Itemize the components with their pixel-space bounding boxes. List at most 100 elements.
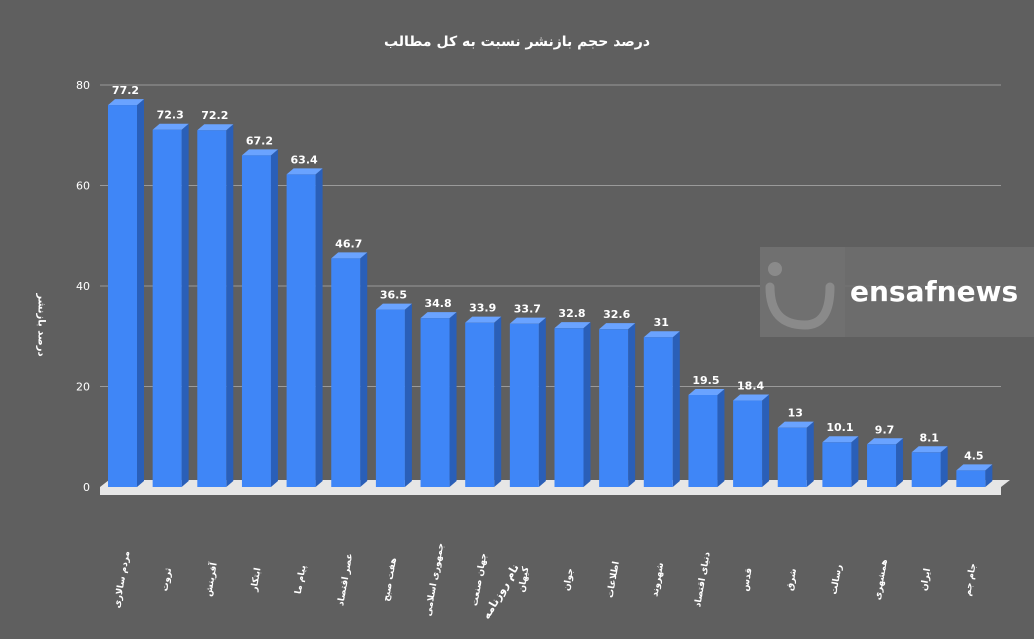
data-label: 67.2 (246, 134, 273, 147)
bar (420, 318, 450, 487)
bar-top (733, 394, 770, 401)
bar-top (108, 99, 144, 106)
x-tick-label: جمهوری اسلامی (424, 542, 447, 617)
data-label: 63.4 (291, 153, 318, 166)
bar-side (226, 124, 234, 487)
chart-title: درصد حجم بازنشر نسبت به کل مطالب (383, 34, 651, 50)
x-tick-label: آفرینش (202, 561, 220, 598)
data-label: 72.2 (201, 109, 228, 122)
data-label: 9.7 (875, 423, 895, 436)
data-label: 31 (654, 316, 669, 329)
bar (331, 258, 361, 487)
bar-top (911, 446, 948, 453)
y-tick-label: 60 (76, 180, 90, 193)
bar (956, 470, 986, 487)
data-label: 10.1 (826, 421, 853, 434)
bar-top (152, 123, 189, 130)
bar-top (599, 323, 636, 330)
bar-side (137, 99, 144, 487)
bar-side (404, 303, 412, 487)
bar-top (867, 438, 904, 445)
x-tick-label: اطلاعات (606, 561, 622, 599)
watermark: ensafnews (760, 247, 1034, 337)
bar (822, 442, 852, 487)
data-label: 18.4 (737, 380, 764, 393)
data-label: 8.1 (919, 431, 939, 444)
bar-side (940, 446, 948, 487)
bar-side (583, 322, 591, 487)
bar-side (494, 316, 502, 487)
y-tick-label: 20 (76, 381, 90, 394)
bar (286, 174, 316, 488)
bar-top (465, 316, 502, 323)
bar-top (688, 389, 725, 396)
bar (197, 130, 227, 487)
bar-side (806, 421, 814, 487)
watermark-logo-icon (760, 247, 845, 337)
data-label: 33.7 (514, 303, 541, 316)
bar (509, 323, 539, 487)
bar (777, 427, 807, 487)
data-label: 34.8 (424, 297, 451, 310)
x-tick-label: جوان (562, 568, 576, 592)
data-label: 32.8 (558, 307, 585, 320)
data-label: 46.7 (335, 237, 362, 250)
x-tick-label: عصر اقتصاد (336, 553, 355, 607)
bar-side (538, 317, 546, 487)
bar-side (896, 438, 904, 487)
y-tick-label: 40 (76, 280, 90, 293)
bar-top (643, 331, 680, 338)
x-tick-label: ایران (919, 568, 933, 592)
bar (152, 129, 182, 487)
bar-side (181, 123, 189, 487)
bar-side (628, 323, 636, 487)
bar-top (822, 436, 859, 443)
y-tick-label: 80 (76, 79, 90, 92)
x-tick-label: قدس (741, 567, 755, 592)
bar (375, 309, 405, 487)
data-label: 19.5 (692, 374, 719, 387)
x-tick-label: شهروند (650, 562, 666, 598)
bar (733, 400, 763, 487)
bar-side (315, 168, 323, 488)
data-label: 13 (788, 407, 803, 420)
bar-top (777, 421, 814, 428)
bar-top (331, 252, 368, 259)
bar (465, 322, 495, 487)
bar-side (360, 252, 368, 487)
x-tick-label: کیهان (517, 565, 531, 593)
bar-side (762, 394, 770, 487)
bar (643, 337, 673, 487)
bar (867, 444, 897, 487)
bar-side (449, 312, 457, 487)
bar-side (672, 331, 680, 487)
bar (599, 329, 629, 487)
bar (241, 155, 271, 487)
data-label: 33.9 (469, 302, 496, 315)
bar-top (375, 303, 412, 310)
x-tick-label: ثروت (160, 567, 174, 592)
bar-top (241, 149, 278, 156)
bar-side (717, 389, 725, 487)
x-tick-label: رسالت (829, 564, 844, 596)
bar (108, 105, 137, 487)
bar-top (197, 124, 234, 131)
x-tick-label: دنیای اقتصاد (693, 551, 713, 608)
x-tick-label: ابتکار (249, 567, 263, 593)
x-tick-label: شرق (785, 568, 799, 592)
bar-top (956, 464, 993, 471)
y-tick-label: 0 (83, 481, 90, 494)
data-label: 36.5 (380, 289, 407, 302)
data-label: 32.6 (603, 308, 630, 321)
bar-top (554, 322, 591, 329)
x-tick-label: همشهری (873, 558, 890, 600)
data-label: 72.3 (157, 109, 184, 122)
bar (911, 452, 941, 487)
x-tick-label: مردم سالاری (113, 550, 133, 609)
x-tick-label: هفت صبح (382, 557, 400, 602)
bar (554, 328, 584, 487)
watermark-text: ensafnews (850, 275, 1019, 308)
bar-top (420, 312, 457, 319)
bar-top (509, 317, 546, 324)
